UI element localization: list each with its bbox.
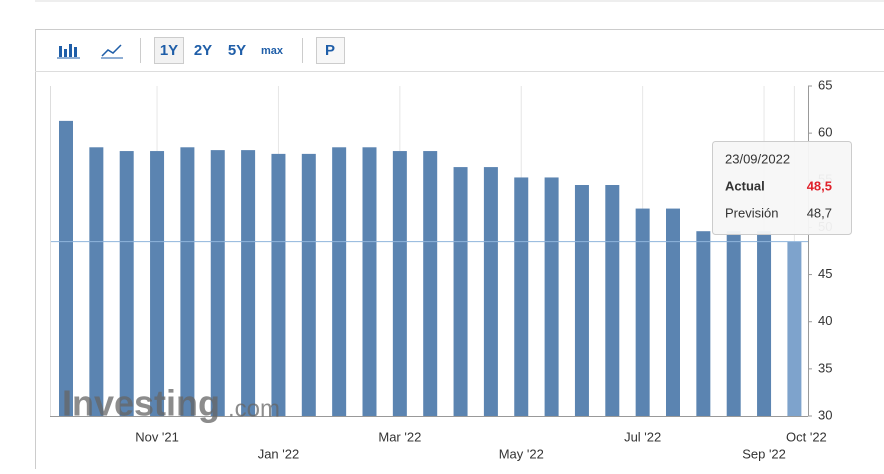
y-tick-label: 65 [818, 77, 832, 92]
bar [363, 147, 377, 416]
bar [302, 154, 316, 416]
bar-icon[interactable] [57, 44, 80, 58]
bar [484, 167, 498, 416]
bar [150, 151, 164, 416]
bar [423, 151, 437, 416]
range-button[interactable]: 1Y [160, 42, 178, 59]
x-tick-label: May '22 [499, 446, 544, 461]
bar [211, 150, 225, 416]
x-tick-label: Jul '22 [624, 429, 661, 444]
y-tick-label: 40 [818, 313, 832, 328]
bar [332, 147, 346, 416]
line-icon[interactable] [101, 45, 123, 58]
bar [241, 150, 255, 416]
tooltip-actual-label: Actual [725, 178, 765, 193]
tooltip-date: 23/09/2022 [725, 151, 790, 166]
bar [120, 151, 134, 416]
y-tick-label: 30 [818, 407, 832, 422]
bar [787, 242, 801, 416]
range-button[interactable]: 5Y [228, 42, 246, 59]
watermark-brand: Investing [62, 383, 220, 424]
x-tick-label: Jan '22 [258, 446, 300, 461]
x-tick-label: Sep '22 [742, 446, 786, 461]
range-button[interactable]: 2Y [194, 42, 212, 59]
range-button[interactable]: max [261, 45, 284, 57]
bar [666, 209, 680, 416]
bar [514, 177, 528, 416]
bar [757, 231, 771, 416]
x-tick-label: Mar '22 [378, 429, 421, 444]
bar [59, 121, 73, 416]
y-tick-label: 60 [818, 125, 832, 140]
tooltip-forecast: 48,7 [807, 205, 832, 220]
tooltip-actual: 48,5 [807, 178, 832, 193]
y-tick-label: 35 [818, 360, 832, 375]
print-button[interactable]: P [325, 42, 335, 59]
bar [271, 154, 285, 416]
watermark-suffix: .com [228, 395, 280, 422]
bar [696, 231, 710, 416]
bar [575, 185, 589, 416]
bar [727, 231, 741, 416]
x-tick-label: Nov '21 [135, 429, 179, 444]
bar [393, 151, 407, 416]
tooltip: 23/09/2022 Actual 48,5 Previsión 48,7 [713, 142, 852, 235]
bar [89, 147, 103, 416]
bar [545, 177, 559, 416]
tooltip-forecast-label: Previsión [725, 205, 778, 220]
y-tick-label: 45 [818, 266, 832, 281]
bar [605, 185, 619, 416]
bar [180, 147, 194, 416]
x-tick-label: Oct '22 [786, 429, 827, 444]
bar [636, 209, 650, 416]
bar [454, 167, 468, 416]
